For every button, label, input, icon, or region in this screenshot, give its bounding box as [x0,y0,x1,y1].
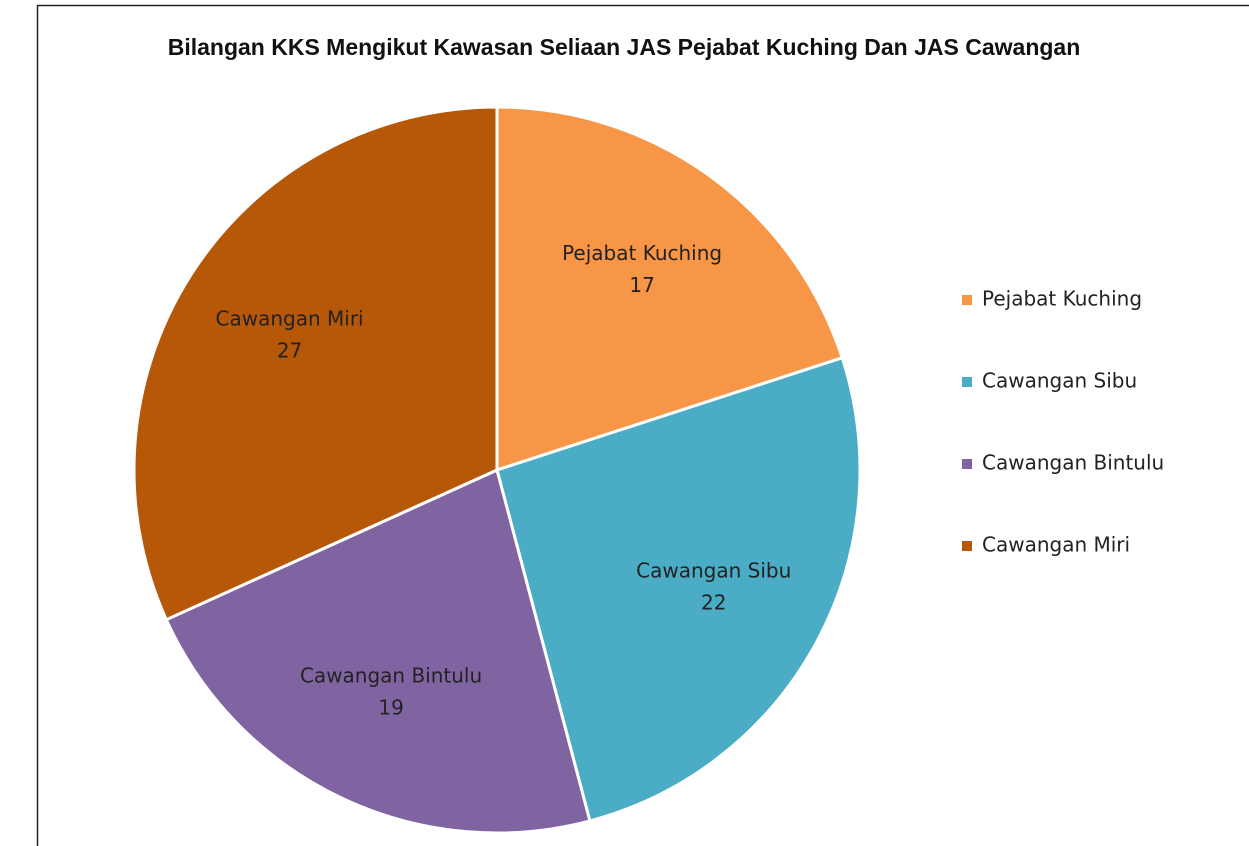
pie-slice [132,105,499,622]
chart-title: Bilangan KKS Mengikut Kawasan Seliaan JA… [167,34,1081,60]
legend-label: Pejabat Kuching [982,287,1142,311]
data-label-name: Pejabat Kuching [562,241,722,265]
data-label-name: Cawangan Bintulu [300,663,482,687]
legend-label: Cawangan Bintulu [982,451,1164,475]
legend-swatch [962,541,972,551]
legend-swatch [962,377,972,387]
pie-slice [164,467,592,835]
legend-label: Cawangan Sibu [982,369,1137,393]
data-label-name: Cawangan Miri [216,307,364,331]
legend-swatch [962,459,972,469]
data-label-name: Cawangan Sibu [636,559,791,583]
legend-label: Cawangan Miri [982,533,1130,557]
legend-swatch [962,295,972,305]
data-label-value: 19 [378,695,403,719]
pie-slice [495,355,862,823]
data-label-value: 22 [701,591,726,615]
data-label-value: 17 [629,273,654,297]
data-label-value: 27 [277,339,302,363]
pie-slice [495,105,845,473]
